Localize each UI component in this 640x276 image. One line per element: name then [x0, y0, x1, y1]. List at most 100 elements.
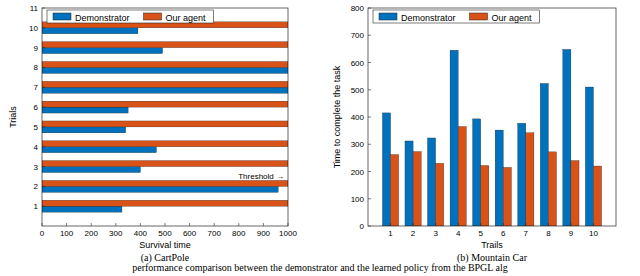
legend-box — [47, 10, 214, 23]
x-tick-label: 10 — [589, 229, 598, 238]
bar — [503, 167, 511, 226]
x-tick-label: 3 — [433, 229, 438, 238]
bar — [571, 161, 579, 226]
x-tick — [390, 223, 391, 226]
x-tick-label: 1 — [388, 229, 393, 238]
x-tick-label: 7 — [524, 229, 529, 238]
y-tick — [42, 8, 45, 9]
y-axis-label: Trials — [8, 106, 18, 128]
bar — [458, 127, 466, 226]
y-tick-label: 1 — [34, 202, 39, 211]
y-tick — [368, 144, 371, 145]
x-tick-label: 9 — [569, 229, 574, 238]
x-tick-label: 900 — [257, 229, 271, 238]
y-tick — [42, 186, 45, 187]
y-tick-label: 600 — [351, 59, 365, 68]
y-tick-label: 3 — [34, 163, 39, 172]
bar — [593, 166, 601, 226]
x-tick-label: 6 — [501, 229, 506, 238]
x-tick — [91, 223, 92, 226]
y-tick-label: 2 — [34, 182, 39, 191]
legend-box — [373, 10, 540, 23]
y-tick-label: 100 — [351, 195, 365, 204]
bar — [42, 127, 126, 133]
y-tick — [368, 226, 371, 227]
x-tick — [480, 223, 481, 226]
y-tick-label: 9 — [34, 44, 39, 53]
plot-area — [368, 8, 616, 226]
x-tick-label: 500 — [158, 229, 172, 238]
bar — [42, 67, 288, 73]
legend: DemonstratorOur agent — [47, 10, 214, 23]
plot-frame — [368, 8, 616, 226]
x-tick — [413, 223, 414, 226]
y-tick-label: 800 — [351, 4, 365, 13]
bar — [42, 147, 156, 153]
bar — [42, 161, 288, 167]
x-tick — [238, 223, 239, 226]
bar — [405, 141, 413, 226]
bar — [413, 152, 421, 226]
y-tick-label: 6 — [34, 103, 39, 112]
x-tick-label: 400 — [134, 229, 148, 238]
x-tick — [165, 223, 166, 226]
bar — [436, 163, 444, 226]
y-tick — [42, 126, 45, 127]
bar — [42, 62, 288, 68]
y-tick — [42, 146, 45, 147]
x-tick-label: 800 — [232, 229, 246, 238]
bar — [42, 107, 128, 113]
y-tick-label: 11 — [30, 4, 39, 13]
x-tick-label: 2 — [411, 229, 416, 238]
bar — [391, 155, 399, 226]
x-tick-label: 200 — [85, 229, 99, 238]
x-tick-label: 700 — [208, 229, 222, 238]
y-axis-label: Time to complete the task — [332, 65, 342, 168]
figure: 0100200300400500600700800900100012345678… — [0, 0, 640, 276]
bars — [42, 22, 288, 212]
x-axis-label: Survival time — [139, 240, 191, 250]
bar — [526, 133, 534, 226]
x-tick — [42, 223, 43, 226]
y-tick — [368, 117, 371, 118]
y-tick — [368, 198, 371, 199]
x-tick-label: 8 — [546, 229, 551, 238]
legend-label: Our agent — [492, 13, 533, 23]
y-tick-label: 7 — [34, 83, 39, 92]
y-tick-label: 10 — [29, 24, 38, 33]
y-tick-label: 200 — [351, 168, 365, 177]
bar — [518, 123, 526, 226]
x-tick-label: 0 — [40, 229, 45, 238]
bar — [42, 186, 278, 192]
x-tick — [214, 223, 215, 226]
x-tick-label: 300 — [109, 229, 123, 238]
x-tick — [288, 223, 289, 226]
plot-area — [42, 8, 288, 226]
x-tick — [593, 223, 594, 226]
y-tick-label: 4 — [34, 143, 39, 152]
y-tick — [42, 107, 45, 108]
legend-swatch — [53, 13, 71, 20]
y-tick — [368, 8, 371, 9]
bar — [42, 42, 288, 48]
bar — [42, 87, 288, 93]
x-tick-label: 100 — [60, 229, 74, 238]
legend-swatch — [470, 13, 488, 20]
y-tick — [368, 171, 371, 172]
bar — [382, 113, 390, 226]
plot-frame — [42, 8, 288, 226]
legend-label: Demonstrator — [75, 13, 130, 23]
y-tick — [42, 67, 45, 68]
y-tick-label: 700 — [351, 31, 365, 40]
x-tick — [140, 223, 141, 226]
y-tick — [42, 27, 45, 28]
y-tick-label: 8 — [34, 63, 39, 72]
x-tick-label: 5 — [479, 229, 484, 238]
bar — [42, 206, 122, 212]
y-tick-label: 500 — [351, 86, 365, 95]
y-tick-label: 300 — [351, 140, 365, 149]
bar — [473, 119, 481, 226]
bar — [450, 50, 458, 226]
bar — [42, 200, 288, 206]
x-axis-label: Trails — [481, 240, 503, 250]
